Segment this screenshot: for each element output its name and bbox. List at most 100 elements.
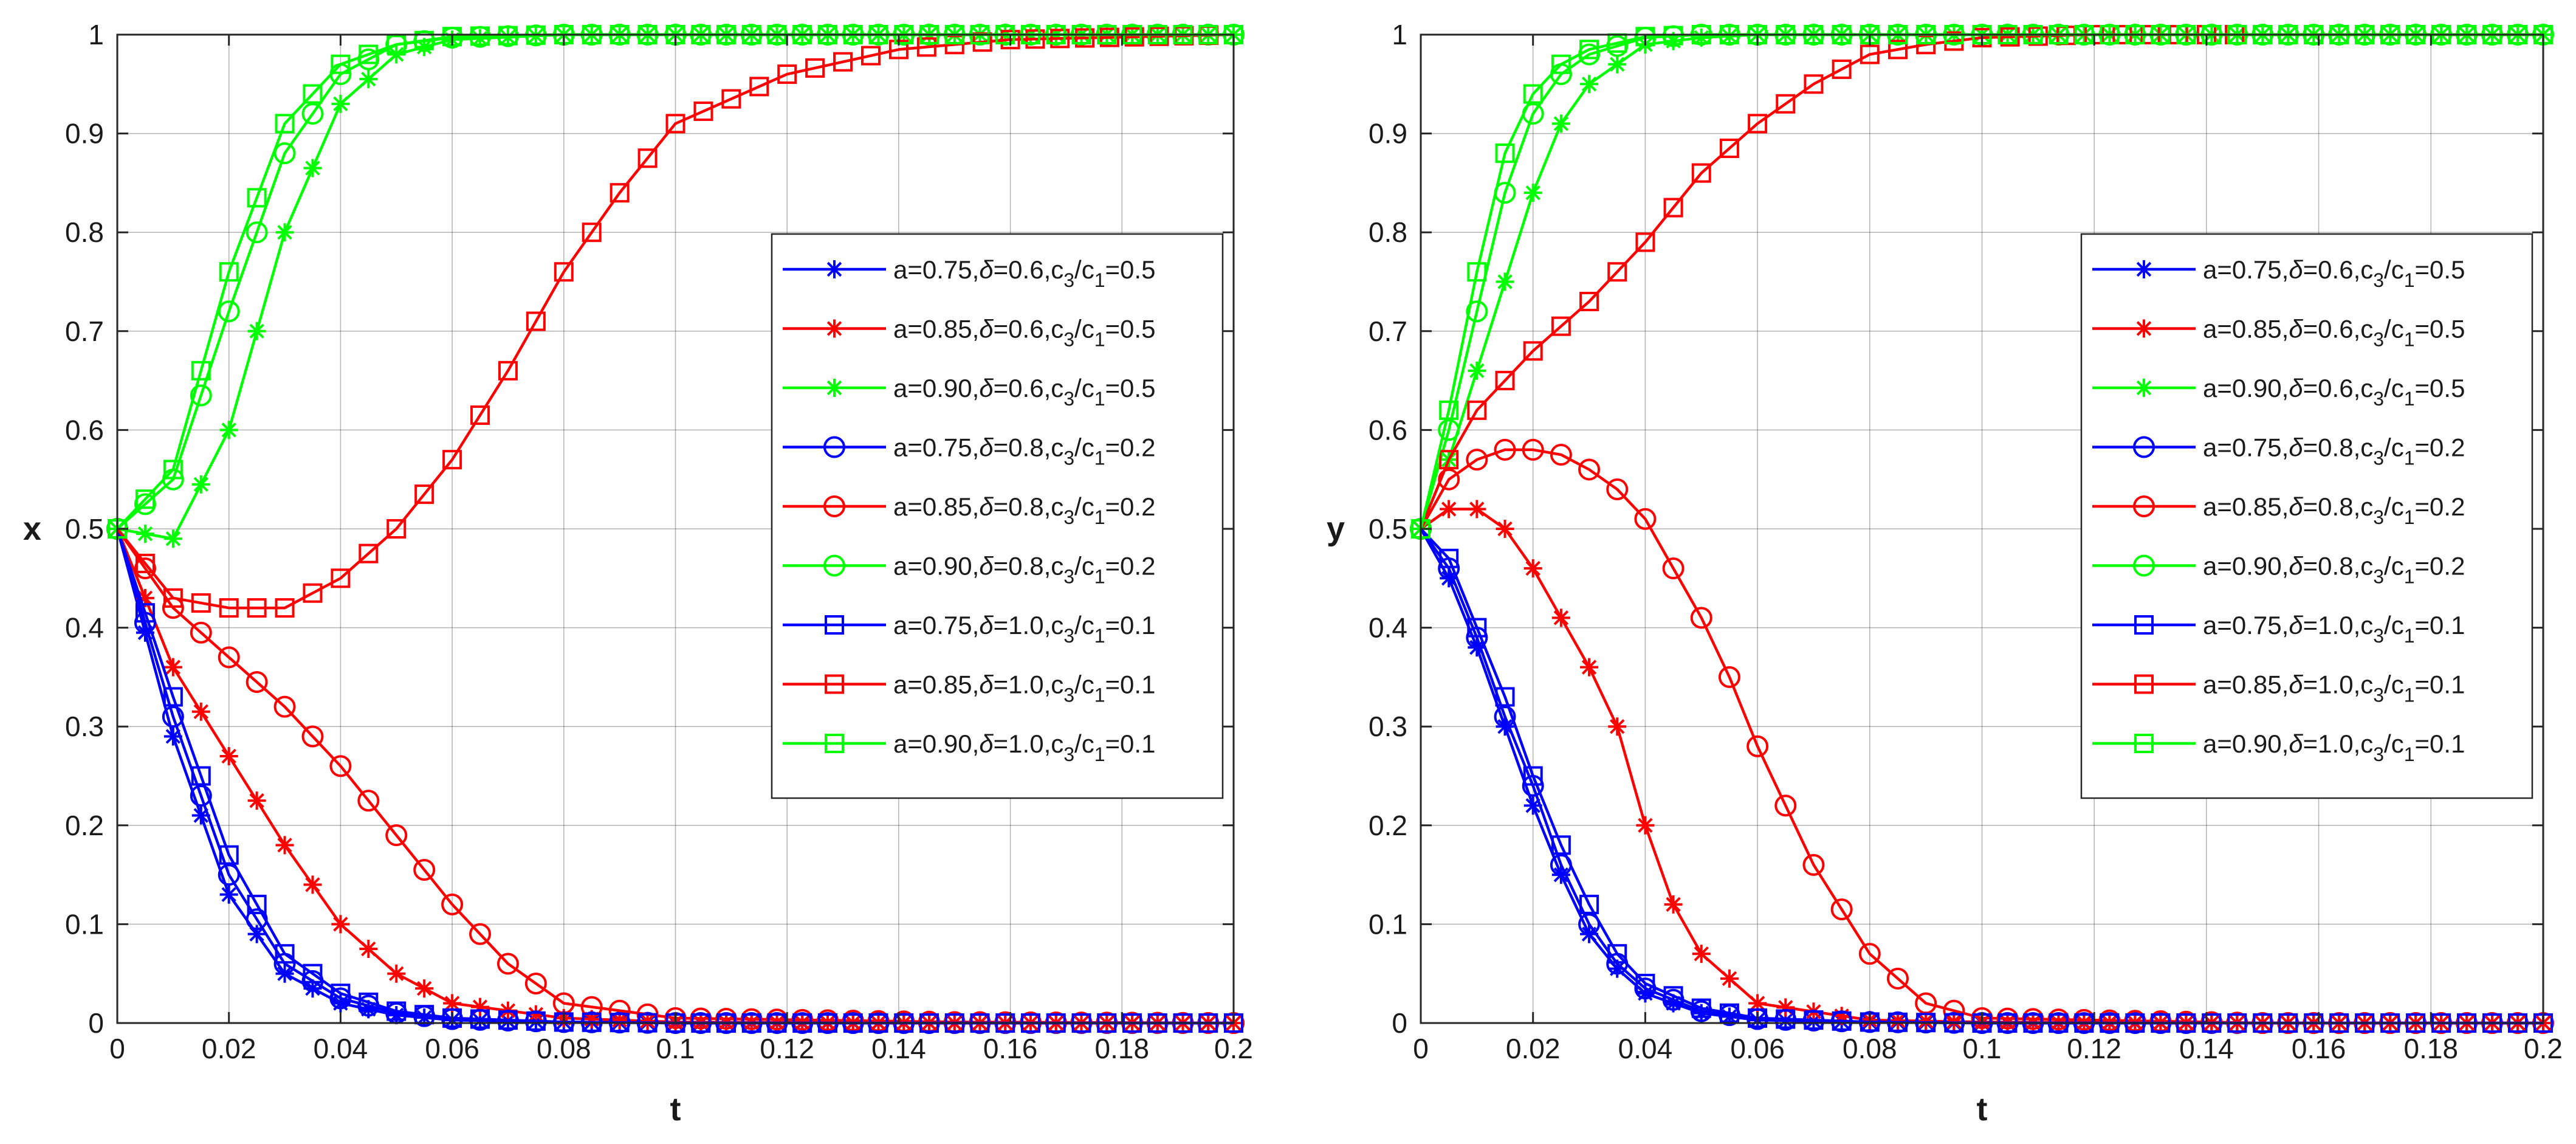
- x-tick-label: 0.14: [871, 1033, 926, 1064]
- legend-marker: [825, 615, 844, 635]
- data-point: [442, 450, 462, 470]
- legend-entry-4: a=0.75,δ=0.8,c3/c1=0.2: [783, 433, 1155, 469]
- legend-label: a=0.75,δ=0.8,c3/c1=0.2: [893, 433, 1155, 469]
- data-point: [1579, 292, 1599, 312]
- legend-text-part: /c: [2384, 255, 2404, 284]
- x-tick-label: 0.02: [1506, 1033, 1561, 1064]
- x-tick-label: 0.08: [1843, 1033, 1897, 1064]
- x-tick-label: 0.2: [2524, 1033, 2563, 1064]
- x-axis-label: t: [670, 1091, 681, 1128]
- legend-text-part: a=0.75,: [893, 433, 979, 462]
- legend-text-part: 1: [2404, 625, 2415, 647]
- y-tick-label: 0: [88, 1007, 104, 1039]
- x-tick-label: 0.12: [760, 1033, 814, 1064]
- data-point: [275, 598, 295, 618]
- legend-marker: [2135, 260, 2153, 278]
- legend-text-part: =0.2: [2415, 552, 2465, 581]
- legend-text-part: =0.8,c: [994, 433, 1064, 462]
- data-point: [665, 114, 685, 134]
- data-marker: [1776, 1009, 1796, 1029]
- data-marker: [357, 790, 380, 812]
- data-point: [385, 824, 408, 847]
- legend-text-part: /c: [1074, 315, 1094, 343]
- data-marker: [1832, 59, 1852, 79]
- data-marker: [303, 159, 322, 177]
- legend-entry-3: a=0.90,δ=0.6,c3/c1=0.5: [2092, 374, 2465, 410]
- legend-text-part: 1: [2404, 684, 2415, 706]
- data-point: [1466, 300, 1488, 323]
- data-marker: [247, 322, 266, 340]
- data-marker: [1663, 26, 1683, 46]
- legend-label: a=0.85,δ=1.0,c3/c1=0.1: [2203, 670, 2465, 706]
- legend-text-part: =0.1: [1105, 670, 1156, 699]
- x-tick-label: 0.1: [656, 1033, 695, 1064]
- legend-text-part: =0.8,c: [2303, 552, 2374, 581]
- data-marker: [303, 875, 322, 894]
- legend-text-part: =0.5: [2415, 374, 2465, 402]
- data-marker: [582, 222, 602, 243]
- legend-marker: [2134, 734, 2154, 753]
- legend-text-part: =0.2: [2415, 433, 2465, 462]
- data-marker: [414, 30, 434, 50]
- legend-text-part: a=0.90,: [893, 729, 979, 758]
- legend-text-part: /c: [2384, 729, 2404, 758]
- data-point: [1580, 658, 1599, 677]
- data-marker: [1025, 29, 1045, 49]
- data-point: [1692, 945, 1711, 963]
- legend-text-part: =0.8,c: [2303, 492, 2374, 521]
- legend-text-part: δ: [979, 433, 994, 462]
- legend-text-part: /c: [1074, 492, 1094, 521]
- legend-entry-6: a=0.90,δ=0.8,c3/c1=0.2: [783, 552, 1155, 588]
- data-marker: [247, 894, 267, 914]
- data-point: [1551, 54, 1571, 74]
- data-point: [1495, 143, 1515, 164]
- legend-text-part: /c: [1074, 374, 1094, 402]
- legend-label: a=0.75,δ=1.0,c3/c1=0.1: [2203, 611, 2465, 647]
- legend-text-part: 1: [1094, 329, 1105, 351]
- data-point: [1523, 84, 1543, 104]
- data-point: [1467, 262, 1487, 282]
- data-marker: [190, 621, 212, 644]
- data-point: [1579, 894, 1599, 914]
- data-point: [1690, 607, 1712, 629]
- data-marker: [1050, 29, 1070, 49]
- data-marker: [860, 46, 881, 66]
- data-point: [1748, 994, 1767, 1013]
- data-point: [1439, 400, 1459, 420]
- data-point: [219, 421, 238, 439]
- legend-text-part: 3: [2373, 625, 2384, 647]
- data-marker: [1776, 998, 1795, 1017]
- legend-marker: [825, 674, 844, 694]
- legend-text-part: a=0.90,: [893, 552, 979, 581]
- legend-text-part: =0.8,c: [994, 552, 1064, 581]
- data-marker: [1719, 138, 1739, 158]
- legend-text-part: =1.0,c: [994, 729, 1064, 758]
- data-marker: [414, 484, 434, 505]
- legend-text-part: /c: [2384, 315, 2404, 343]
- legend-text-part: /c: [2384, 374, 2404, 402]
- data-marker: [2028, 26, 2048, 46]
- legend-text-part: δ: [979, 611, 994, 639]
- x-tick-label: 0.06: [425, 1033, 479, 1064]
- data-point: [1523, 341, 1543, 361]
- data-marker: [833, 52, 853, 72]
- data-marker: [916, 37, 936, 57]
- data-point: [1692, 28, 1711, 47]
- legend-text-part: 3: [1063, 566, 1074, 588]
- legend-entry-4: a=0.75,δ=0.8,c3/c1=0.2: [2092, 433, 2465, 469]
- legend-marker: [823, 554, 845, 577]
- legend-text-part: /c: [2384, 611, 2404, 639]
- data-marker: [247, 791, 266, 810]
- legend-text-part: a=0.75,: [2203, 433, 2289, 462]
- y-tick-label: 0.3: [1369, 711, 1407, 742]
- data-marker: [1888, 1011, 1907, 1030]
- legend-text-part: =0.6,c: [2303, 315, 2374, 343]
- data-marker: [191, 702, 210, 721]
- y-tick-label: 0: [1392, 1007, 1407, 1039]
- data-marker: [805, 58, 825, 78]
- legend-text-part: δ: [979, 374, 994, 402]
- legend-text-part: 1: [2404, 269, 2415, 291]
- legend-text-part: =0.1: [1105, 611, 1156, 639]
- legend-text-part: 1: [2404, 743, 2415, 765]
